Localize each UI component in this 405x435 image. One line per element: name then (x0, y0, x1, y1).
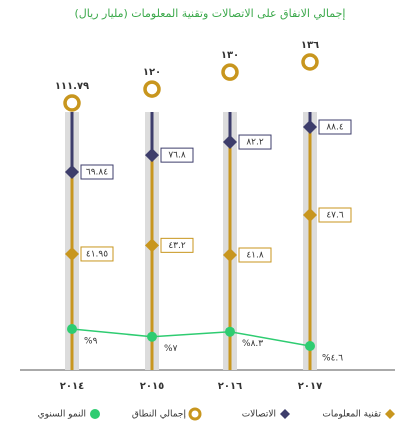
diamond-marker (65, 165, 79, 179)
growth-marker (305, 341, 315, 351)
legend-label: تقنية المعلومات (322, 410, 381, 420)
value-label: ٦٩.٨٤ (86, 168, 108, 178)
diamond-marker (145, 238, 159, 253)
value-label: %٧ (164, 344, 178, 354)
value-label-box (80, 164, 114, 180)
value-label-box (160, 237, 194, 253)
diamond-marker (65, 246, 79, 261)
x-tick-label: ٢٠١٤ (60, 381, 84, 392)
legend-swatch (90, 409, 100, 419)
value-label-box (238, 134, 272, 150)
x-tick-label: ٢٠١٦ (218, 381, 242, 392)
value-label: ٨٨.٤ (326, 123, 344, 133)
total-marker (301, 53, 319, 71)
legend-swatch (188, 407, 202, 421)
legend-swatch (280, 409, 290, 419)
growth-marker (225, 326, 235, 337)
growth-line (71, 328, 311, 347)
diamond-marker (145, 148, 159, 163)
value-label: ١٢٠ (143, 67, 161, 78)
value-label: %٤.٦ (322, 354, 343, 364)
value-label: ١١١.٧٩ (55, 81, 89, 92)
chart-title: إجمالي الانفاق على الاتصالات وتقنية المع… (75, 7, 346, 20)
growth-marker (147, 331, 157, 342)
value-label: ٧٦.٨ (168, 151, 186, 161)
value-label-box (160, 147, 194, 163)
diamond-marker (223, 135, 237, 150)
legend-label: النمو السنوي (38, 410, 86, 420)
value-label: ٤١.٨ (246, 251, 264, 261)
value-label-box (238, 247, 272, 263)
value-label: ١٣٠ (221, 50, 239, 61)
legend-label: الاتصالات (242, 410, 276, 420)
total-marker (221, 63, 239, 81)
total-marker (63, 94, 81, 112)
value-label: ٨٢.٢ (246, 138, 264, 148)
value-label-box (318, 207, 352, 223)
total-marker (143, 80, 161, 98)
x-tick-label: ٢٠١٧ (298, 381, 322, 392)
value-label: ٤١.٩٥ (86, 249, 108, 259)
value-label: %٩ (84, 337, 98, 347)
value-label: ١٣٦ (301, 40, 319, 51)
diamond-marker (303, 208, 317, 222)
growth-marker (67, 324, 77, 334)
diamond-marker (223, 248, 237, 262)
diamond-marker (303, 120, 317, 134)
value-label-box (318, 119, 352, 135)
value-label: ٤٣.٢ (168, 241, 186, 251)
x-tick-label: ٢٠١٥ (140, 381, 164, 392)
legend-label: إجمالي النطاق (132, 410, 186, 420)
legend-swatch (385, 409, 395, 419)
value-label: ٤٧.٦ (326, 211, 344, 221)
value-label-box (80, 246, 114, 262)
value-label: %٨.٣ (242, 339, 263, 349)
